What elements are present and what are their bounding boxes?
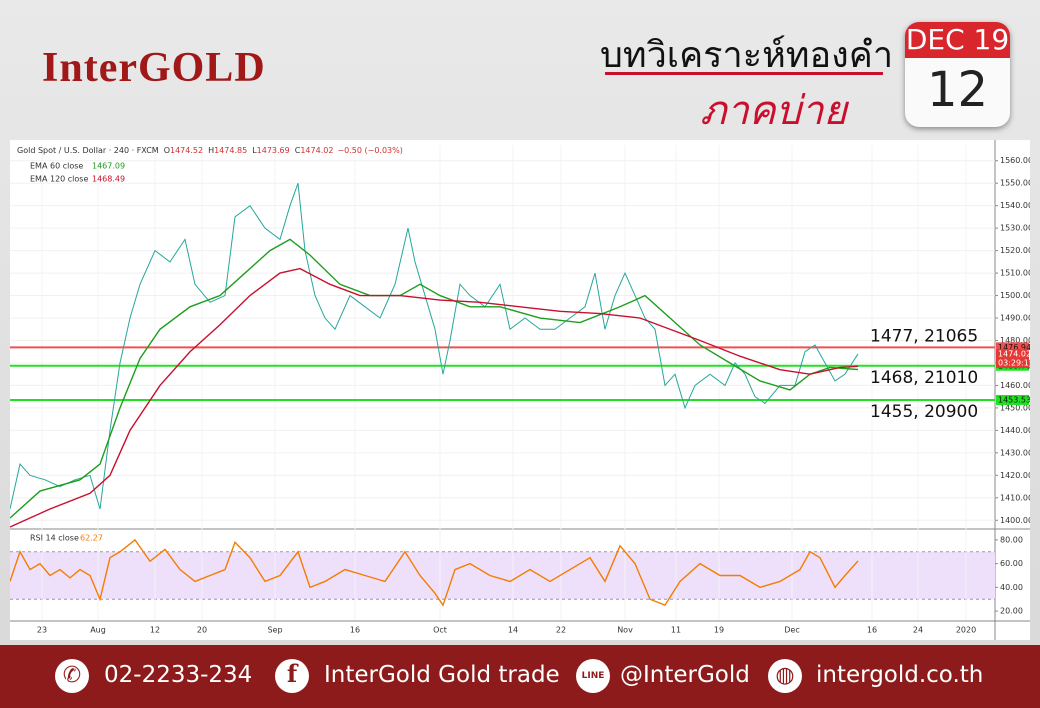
footer: ✆ 02-2233-234 f InterGold Gold trade LIN… xyxy=(0,645,1040,708)
y-tick-label: 1460.00 xyxy=(1000,381,1030,390)
y-tick-label: 1550.00 xyxy=(1000,179,1030,188)
legend-name: EMA 60 close xyxy=(30,162,83,171)
y-tick-label: 1530.00 xyxy=(1000,224,1030,233)
web-icon: ◍ xyxy=(768,659,802,693)
x-tick-label: Oct xyxy=(433,626,447,635)
change: −0.50 (−0.03%) xyxy=(337,146,402,155)
x-tick-label: 23 xyxy=(37,626,47,635)
ohlc-label: C xyxy=(295,146,301,155)
line: @InterGold xyxy=(620,662,750,688)
level-note: 1468, 21010 xyxy=(870,368,978,388)
chart-title-text: Gold Spot / U.S. Dollar · 240 · FXCM xyxy=(17,146,159,155)
x-tick-label: Nov xyxy=(617,626,633,635)
y-tick-label: 1510.00 xyxy=(1000,269,1030,278)
title-underline xyxy=(605,72,883,75)
last-price-label: 1474.02 xyxy=(998,349,1030,358)
y-tick-label: 1500.00 xyxy=(1000,291,1030,300)
legend-value: 1467.09 xyxy=(92,162,125,171)
series-line xyxy=(10,267,859,528)
price-tag-label: 1476.94 xyxy=(998,343,1030,352)
x-tick-label: Aug xyxy=(90,626,106,635)
y-tick-label: 20.00 xyxy=(1000,607,1023,616)
series-line xyxy=(10,183,859,510)
y-tick-label: 80.00 xyxy=(1000,535,1023,544)
y-tick-label: 1440.00 xyxy=(1000,426,1030,435)
y-tick-label: 1560.00 xyxy=(1000,156,1030,165)
ohlc-value: 1474.02 xyxy=(300,146,333,155)
phone: 02-2233-234 xyxy=(104,662,253,688)
calendar: DEC 19 12 xyxy=(905,22,1010,127)
ohlc-value: 1473.69 xyxy=(257,146,290,155)
title: บทวิเคราะห์ทองคำ xyxy=(600,35,894,76)
x-tick-label: 16 xyxy=(350,626,360,635)
x-tick-label: 24 xyxy=(913,626,923,635)
y-tick-label: 1480.00 xyxy=(1000,336,1030,345)
y-tick-label: 1420.00 xyxy=(1000,471,1030,480)
phone-icon: ✆ xyxy=(55,659,89,693)
ohlc-label: H xyxy=(208,146,214,155)
x-tick-label: 11 xyxy=(671,626,681,635)
x-tick-label: 14 xyxy=(508,626,518,635)
rsi-band xyxy=(10,551,995,600)
ohlc-value: 1474.85 xyxy=(214,146,247,155)
subtitle: ภาคบ่าย xyxy=(700,88,847,134)
ohlc-value: 1474.52 xyxy=(170,146,203,155)
ohlc-label: L xyxy=(252,146,257,155)
website: intergold.co.th xyxy=(816,662,984,688)
x-tick-label: 19 xyxy=(714,626,724,635)
chart: 1400.001410.001420.001430.001440.001450.… xyxy=(10,140,1030,640)
level-note: 1455, 20900 xyxy=(870,402,978,422)
brand: InterGOLD xyxy=(42,45,266,91)
chart-title: Gold Spot / U.S. Dollar · 240 · FXCM O147… xyxy=(17,146,403,155)
y-tick-label: 1490.00 xyxy=(1000,314,1030,323)
y-tick-label: 1520.00 xyxy=(1000,246,1030,255)
facebook: InterGold Gold trade xyxy=(324,662,560,688)
calendar-day: 12 xyxy=(926,62,989,118)
y-tick-label: 1410.00 xyxy=(1000,493,1030,502)
level-note: 1477, 21065 xyxy=(870,326,978,346)
countdown: 03:29:15 xyxy=(998,358,1030,367)
price-tag-label: 1453.53 xyxy=(998,395,1030,404)
x-tick-label: 22 xyxy=(556,626,566,635)
price-tag xyxy=(996,394,1029,405)
legend-name: RSI 14 close xyxy=(30,534,79,543)
ohlc-label: O xyxy=(164,146,170,155)
y-tick-label: 1540.00 xyxy=(1000,201,1030,210)
calendar-month: DEC 19 xyxy=(905,22,1010,58)
x-tick-label: 20 xyxy=(197,626,207,635)
y-tick-label: 1450.00 xyxy=(1000,403,1030,412)
x-tick-label: 12 xyxy=(150,626,160,635)
last-price-tag xyxy=(996,348,1029,368)
x-tick-label: Dec xyxy=(784,626,799,635)
x-tick-label: Sep xyxy=(267,626,282,635)
facebook-icon: f xyxy=(275,659,309,693)
line-icon: LINE xyxy=(576,659,610,693)
series-line xyxy=(10,538,859,607)
price-tag xyxy=(996,342,1029,353)
x-tick-label: 2020 xyxy=(956,626,976,635)
y-tick-label: 1430.00 xyxy=(1000,448,1030,457)
x-tick-label: 16 xyxy=(867,626,877,635)
y-tick-label: 60.00 xyxy=(1000,559,1023,568)
legend-value: 1468.49 xyxy=(92,175,125,184)
series-line xyxy=(10,238,859,519)
y-tick-label: 1400.00 xyxy=(1000,516,1030,525)
legend-value: 62.27 xyxy=(80,534,103,543)
y-tick-label: 40.00 xyxy=(1000,583,1023,592)
legend-name: EMA 120 close xyxy=(30,175,88,184)
